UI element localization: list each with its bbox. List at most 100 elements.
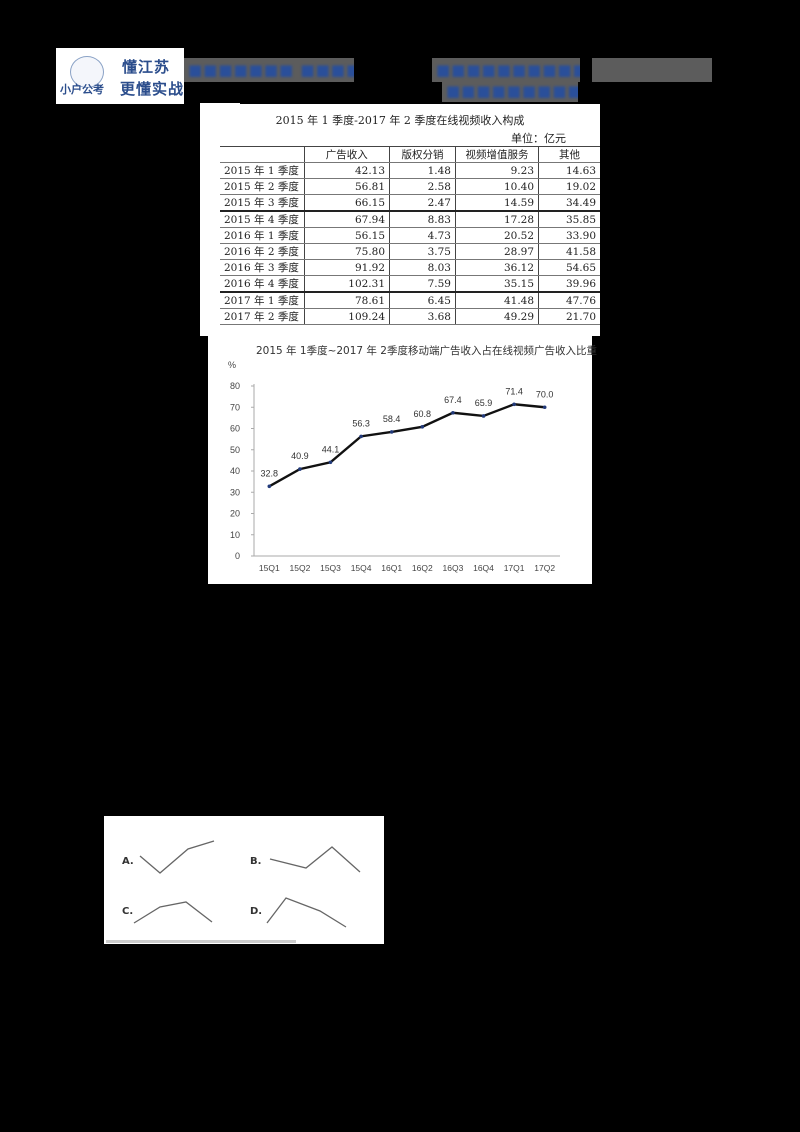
copyright-cell: 8.83 [389, 210, 456, 228]
ad-cell: 91.92 [303, 259, 391, 276]
header-blurred-text-right-2 [592, 58, 712, 82]
copyright-cell: 8.03 [389, 259, 456, 276]
data-label: 44.1 [322, 444, 340, 454]
x-tick-label: 15Q2 [290, 563, 311, 573]
header-blurred-text-left: ■■■■■■■ ■■■■ [184, 58, 354, 82]
column-header: 视频增值服务 [454, 146, 540, 163]
other-cell: 21.70 [538, 308, 600, 325]
revenue-table: 广告收入 版权分销 视频增值服务 其他 2015 年 1 季度 42.13 1.… [220, 146, 600, 325]
table-row: 2015 年 2 季度 56.81 2.58 10.40 19.02 [220, 178, 600, 195]
other-cell: 14.63 [538, 162, 600, 179]
column-header: 版权分销 [389, 146, 456, 163]
data-point-marker [542, 405, 547, 410]
period-cell: 2015 年 3 季度 [220, 194, 305, 212]
data-point-marker [451, 410, 455, 415]
table-row: 2016 年 4 季度 102.31 7.59 35.15 39.96 [220, 275, 600, 293]
x-tick-label: 17Q1 [504, 563, 525, 573]
other-cell: 47.76 [538, 291, 600, 309]
data-label: 67.4 [444, 395, 462, 405]
vas-cell: 17.28 [454, 210, 540, 228]
option-a-label: A. [122, 856, 134, 867]
copyright-cell: 2.47 [389, 194, 456, 212]
data-point-marker [481, 414, 486, 418]
table-row: 2015 年 1 季度 42.13 1.48 9.23 14.63 [220, 162, 600, 179]
x-tick-label: 16Q2 [412, 563, 433, 573]
cartoon-avatar-icon [70, 56, 104, 88]
data-line [268, 403, 545, 488]
option-a-line [139, 840, 215, 874]
option-c-label: C. [122, 906, 134, 917]
other-cell: 33.90 [538, 227, 600, 244]
y-tick-label: 50 [230, 445, 240, 455]
blurred-text: ■■■■■■■ ■■■■ [188, 61, 354, 79]
table-row: 2016 年 2 季度 75.80 3.75 28.97 41.58 [220, 243, 600, 260]
vas-cell: 36.12 [454, 259, 540, 276]
logo-text-line2: 小户公考 [60, 83, 104, 96]
header-blurred-text-right-1: ■■■■■■■■■■ ■■■■■■■ [432, 58, 580, 82]
ad-cell: 109.24 [303, 308, 391, 325]
data-point-marker [267, 484, 272, 489]
table-row: 2015 年 4 季度 67.94 8.83 17.28 35.85 [220, 210, 600, 228]
period-cell: 2015 年 2 季度 [220, 178, 305, 195]
ad-cell: 78.61 [303, 291, 391, 309]
y-tick-label: 10 [230, 530, 240, 540]
x-tick-label: 16Q1 [381, 563, 402, 573]
data-label: 70.0 [536, 389, 554, 399]
column-header: 广告收入 [303, 146, 391, 163]
ad-cell: 67.94 [303, 210, 391, 228]
y-tick-label: 70 [230, 402, 240, 412]
vas-cell: 20.52 [454, 227, 540, 244]
copyright-cell: 1.48 [389, 162, 456, 179]
data-label: 65.9 [475, 398, 493, 408]
period-cell: 2015 年 1 季度 [220, 162, 305, 179]
other-cell: 54.65 [538, 259, 600, 276]
copyright-cell: 3.75 [389, 243, 456, 260]
option-d-label: D. [250, 906, 263, 917]
copyright-cell: 3.68 [389, 308, 456, 325]
x-tick-label: 17Q2 [534, 563, 555, 573]
copyright-cell: 2.58 [389, 178, 456, 195]
blurred-text: ■■■■■■■■■■ ■■■■■■■ [436, 61, 580, 79]
column-header: 其他 [538, 146, 600, 163]
ad-cell: 56.81 [303, 178, 391, 195]
copyright-cell: 7.59 [389, 275, 456, 293]
y-tick-label: 40 [230, 466, 240, 476]
data-label: 60.8 [414, 409, 432, 419]
ad-cell: 75.80 [303, 243, 391, 260]
y-tick-label: 80 [230, 381, 240, 391]
period-cell: 2016 年 1 季度 [220, 227, 305, 244]
column-header [220, 146, 305, 163]
option-d-line [266, 897, 347, 928]
y-unit-label: % [228, 360, 236, 370]
period-cell: 2017 年 2 季度 [220, 308, 305, 325]
period-cell: 2016 年 2 季度 [220, 243, 305, 260]
cropped-caption-remnant [106, 940, 296, 943]
option-b-label: B. [250, 856, 262, 867]
data-point-marker [512, 402, 516, 407]
vas-cell: 41.48 [454, 291, 540, 309]
x-tick-label: 15Q4 [351, 563, 372, 573]
logo: 懂江苏 小户公考 更懂实战 [56, 48, 184, 104]
option-sketches [106, 840, 361, 943]
answer-options-figure: A. B. C. D. [104, 816, 384, 944]
x-tick-label: 15Q3 [320, 563, 341, 573]
table-row: 2015 年 3 季度 66.15 2.47 14.59 34.49 [220, 194, 600, 212]
data-point-marker [359, 434, 363, 439]
x-tick-label: 16Q4 [473, 563, 494, 573]
period-cell: 2015 年 4 季度 [220, 210, 305, 228]
mobile-ad-share-line-chart: 2015 年 1季度~2017 年 2季度移动端广告收入占在线视频广告收入比重 … [208, 336, 597, 584]
vas-cell: 10.40 [454, 178, 540, 195]
table-row: 2016 年 1 季度 56.15 4.73 20.52 33.90 [220, 227, 600, 244]
ad-cell: 66.15 [303, 194, 391, 212]
table-row: 2017 年 1 季度 78.61 6.45 41.48 47.76 [220, 291, 600, 309]
vas-cell: 28.97 [454, 243, 540, 260]
period-cell: 2017 年 1 季度 [220, 291, 305, 309]
option-b-line [269, 846, 361, 873]
vas-cell: 14.59 [454, 194, 540, 212]
data-label: 58.4 [383, 414, 401, 424]
other-cell: 39.96 [538, 275, 600, 293]
data-label: 71.4 [505, 386, 523, 396]
data-label: 56.3 [352, 418, 370, 428]
period-cell: 2016 年 3 季度 [220, 259, 305, 276]
copyright-cell: 4.73 [389, 227, 456, 244]
